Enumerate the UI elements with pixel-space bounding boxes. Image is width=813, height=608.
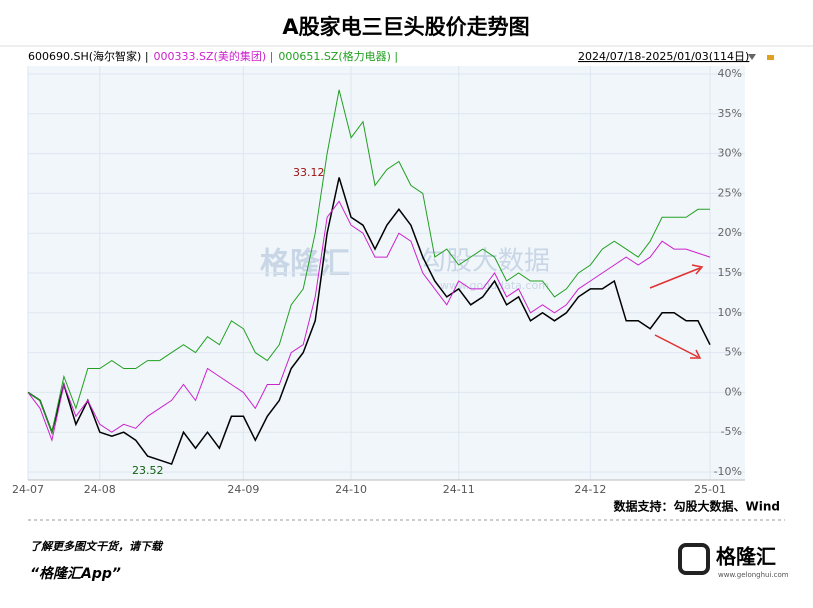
chart-title: A股家电三巨头股价走势图 <box>282 15 529 39</box>
x-tick-label: 24-10 <box>335 483 367 496</box>
watermark: 勾股大数据 <box>420 247 550 277</box>
y-tick-label: 5% <box>725 346 742 359</box>
y-tick-label: 10% <box>718 306 742 319</box>
y-tick-label: 25% <box>718 186 742 199</box>
y-tick-label: -10% <box>714 465 742 478</box>
x-tick-label: 24-12 <box>574 483 606 496</box>
series-line <box>27 89 710 434</box>
legend: 600690.SH(海尔智家) | 000333.SZ(美的集团) | 000651… <box>28 49 398 63</box>
arrow <box>649 264 704 289</box>
series-line <box>27 177 711 466</box>
footer-text: 了解更多图文干货，请下载 <box>30 540 164 553</box>
source: 数据支持：勾股大数据、Wind <box>614 499 780 514</box>
footer-text: “格隆汇App” <box>30 565 121 582</box>
footer-brand: 格隆汇 <box>716 545 776 569</box>
watermark: 格隆汇 <box>260 247 350 282</box>
logo <box>678 543 710 575</box>
series-line <box>27 200 711 442</box>
y-tick-label: 40% <box>718 67 742 80</box>
annotation: 23.52 <box>132 464 164 477</box>
arrow <box>654 334 702 359</box>
annotation: 33.12 <box>293 166 325 179</box>
legend-entry: 600690.SH(海尔智家) | <box>28 49 149 63</box>
legend-entry: 000651.SZ(格力电器) | <box>278 49 398 63</box>
y-tick-label: 0% <box>725 385 742 398</box>
y-tick-label: 30% <box>718 147 742 160</box>
y-tick-label: 15% <box>718 266 742 279</box>
x-tick-label: 24-08 <box>84 483 116 496</box>
plot: -10% -5% 0% 5% 10% 15% 20% 25% 30% 35% 40% 24-07 24-… <box>12 66 745 496</box>
dropdown-icon <box>748 54 756 60</box>
x-tick-label: 25-01 <box>694 483 726 496</box>
footer-site: www.gelonghui.com <box>718 571 789 579</box>
x-tick-label: 24-11 <box>443 483 475 496</box>
legend-entry: 000333.SZ(美的集团) | <box>154 49 274 63</box>
watermark: www.gogudata.com <box>440 279 549 292</box>
y-tick-label: -5% <box>721 425 742 438</box>
date-range: 2024/07/18-2025/01/03(114日) <box>578 50 749 63</box>
y-tick-label: 35% <box>718 107 742 120</box>
x-tick-label: 24-07 <box>12 483 44 496</box>
lock-icon <box>767 55 774 60</box>
y-tick-label: 20% <box>718 226 742 239</box>
x-tick-label: 24-09 <box>227 483 259 496</box>
